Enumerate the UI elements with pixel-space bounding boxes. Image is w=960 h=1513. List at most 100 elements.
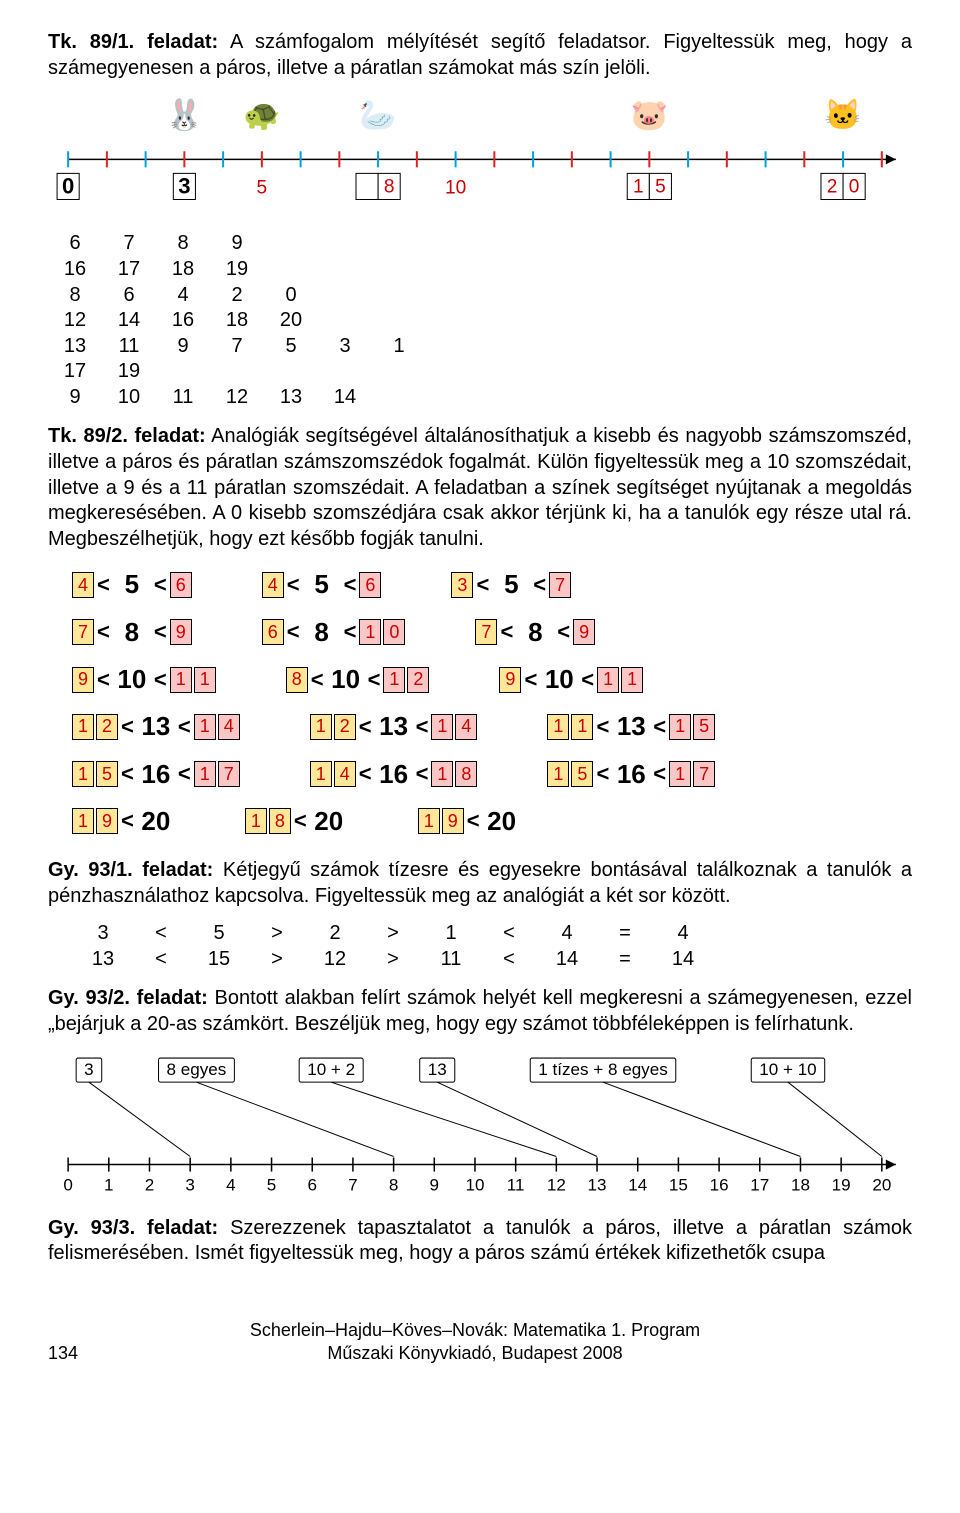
lt-symbol: <: [652, 713, 667, 741]
lt-symbol: <: [358, 713, 373, 741]
right-digit-box: 6: [170, 572, 192, 598]
lt-symbol: <: [286, 618, 301, 646]
left-digit-box: 3: [451, 572, 473, 598]
svg-text:20: 20: [872, 1175, 891, 1194]
lt-symbol: <: [415, 760, 430, 788]
task5-para: Gy. 93/3. feladat: Szerezzenek tapasztal…: [48, 1216, 912, 1267]
lt-symbol: <: [120, 713, 135, 741]
task2-triples: 4<5<64<5<63<5<77<8<96<8<107<8<99<10<118<…: [72, 568, 912, 838]
middle-number: 20: [483, 805, 521, 838]
right-digit-box: 7: [693, 761, 715, 787]
svg-text:9: 9: [430, 1175, 440, 1194]
left-digit-box: 5: [96, 761, 118, 787]
svg-text:🐱: 🐱: [824, 98, 862, 132]
relation-cell: <: [480, 947, 538, 973]
task4-para: Gy. 93/2. feladat: Bontott alakban felír…: [48, 986, 912, 1037]
right-digit-box: 1: [359, 619, 381, 645]
left-digit-box: 1: [418, 808, 440, 834]
table-cell: 16: [48, 257, 102, 283]
relation-cell: 2: [306, 921, 364, 947]
middle-number: 20: [310, 805, 348, 838]
left-digit-box: 4: [334, 761, 356, 787]
relation-cell: 13: [74, 947, 132, 973]
relation-cell: <: [132, 921, 190, 947]
left-digit-box: 9: [442, 808, 464, 834]
table-cell: 8: [48, 283, 102, 309]
relation-cell: 14: [538, 947, 596, 973]
right-digit-box: 1: [170, 667, 192, 693]
left-digit-box: 1: [310, 761, 332, 787]
neighbor-triple: 4<5<6: [262, 568, 382, 601]
svg-text:2: 2: [827, 177, 838, 198]
svg-text:3: 3: [185, 1175, 195, 1194]
lt-symbol: <: [415, 713, 430, 741]
svg-text:1: 1: [104, 1175, 114, 1194]
svg-text:13: 13: [428, 1060, 447, 1079]
left-digit-box: 4: [72, 572, 94, 598]
right-digit-box: 1: [431, 714, 453, 740]
numberline2-svg: 0123456789101112131415161718192038 egyes…: [48, 1044, 912, 1195]
svg-text:🦢: 🦢: [359, 99, 397, 132]
table-cell: 19: [210, 257, 264, 283]
table-cell: 14: [318, 385, 372, 411]
task3-rows: 3<5>2>1<4=413<15>12>11<14=14: [74, 921, 912, 972]
neighbor-triple: 19<20: [418, 805, 521, 838]
lt-symbol: <: [532, 571, 547, 599]
neighbor-triple: 4<5<6: [72, 568, 192, 601]
middle-number: 16: [137, 758, 175, 791]
relation-cell: >: [364, 921, 422, 947]
relation-cell: >: [248, 921, 306, 947]
middle-number: 13: [375, 710, 413, 743]
right-digit-box: 4: [218, 714, 240, 740]
lt-symbol: <: [96, 666, 111, 694]
lt-symbol: <: [367, 666, 382, 694]
table-cell: 0: [264, 283, 318, 309]
lt-symbol: <: [96, 618, 111, 646]
svg-text:5: 5: [267, 1175, 277, 1194]
lt-symbol: <: [358, 760, 373, 788]
relation-cell: 3: [74, 921, 132, 947]
relation-cell: 1: [422, 921, 480, 947]
lt-symbol: <: [153, 618, 168, 646]
left-digit-box: 6: [262, 619, 284, 645]
svg-text:8: 8: [384, 177, 395, 198]
table-cell: 18: [156, 257, 210, 283]
svg-text:10 + 10: 10 + 10: [759, 1060, 816, 1079]
table-cell: 1: [372, 334, 426, 360]
middle-number: 16: [375, 758, 413, 791]
table-cell: 6: [48, 231, 102, 257]
table-cell: 3: [318, 334, 372, 360]
svg-text:4: 4: [226, 1175, 236, 1194]
right-digit-box: 9: [170, 619, 192, 645]
right-digit-box: 1: [621, 667, 643, 693]
neighbor-triple: 7<8<9: [72, 616, 192, 649]
middle-number: 8: [516, 616, 554, 649]
svg-text:7: 7: [348, 1175, 358, 1194]
svg-text:10: 10: [445, 178, 466, 199]
svg-text:3: 3: [178, 174, 190, 199]
lt-symbol: <: [499, 618, 514, 646]
svg-text:5: 5: [257, 178, 268, 199]
relation-cell: 5: [190, 921, 248, 947]
footer-credits: Scherlein–Hajdu–Köves–Novák: Matematika …: [250, 1319, 700, 1365]
lt-symbol: <: [523, 666, 538, 694]
task5-label: Gy. 93/3. feladat:: [48, 1217, 218, 1239]
table-cell: 17: [102, 257, 156, 283]
neighbor-triple: 15<16<17: [547, 758, 715, 791]
table-cell: 6: [102, 283, 156, 309]
task1-numberline: 🐰🐢🦢🐷🐱0351081520: [48, 89, 912, 217]
svg-text:5: 5: [655, 177, 666, 198]
middle-number: 13: [612, 710, 650, 743]
svg-text:0: 0: [849, 177, 860, 198]
lt-symbol: <: [96, 571, 111, 599]
middle-number: 8: [303, 616, 341, 649]
svg-text:0: 0: [63, 1175, 73, 1194]
numberline1-svg: 🐰🐢🦢🐷🐱0351081520: [48, 89, 912, 210]
table-cell: 10: [102, 385, 156, 411]
svg-text:8 egyes: 8 egyes: [167, 1060, 227, 1079]
table-cell: 11: [156, 385, 210, 411]
table-cell: 9: [156, 334, 210, 360]
relation-cell: 12: [306, 947, 364, 973]
relation-cell: 4: [538, 921, 596, 947]
left-digit-box: 1: [72, 761, 94, 787]
